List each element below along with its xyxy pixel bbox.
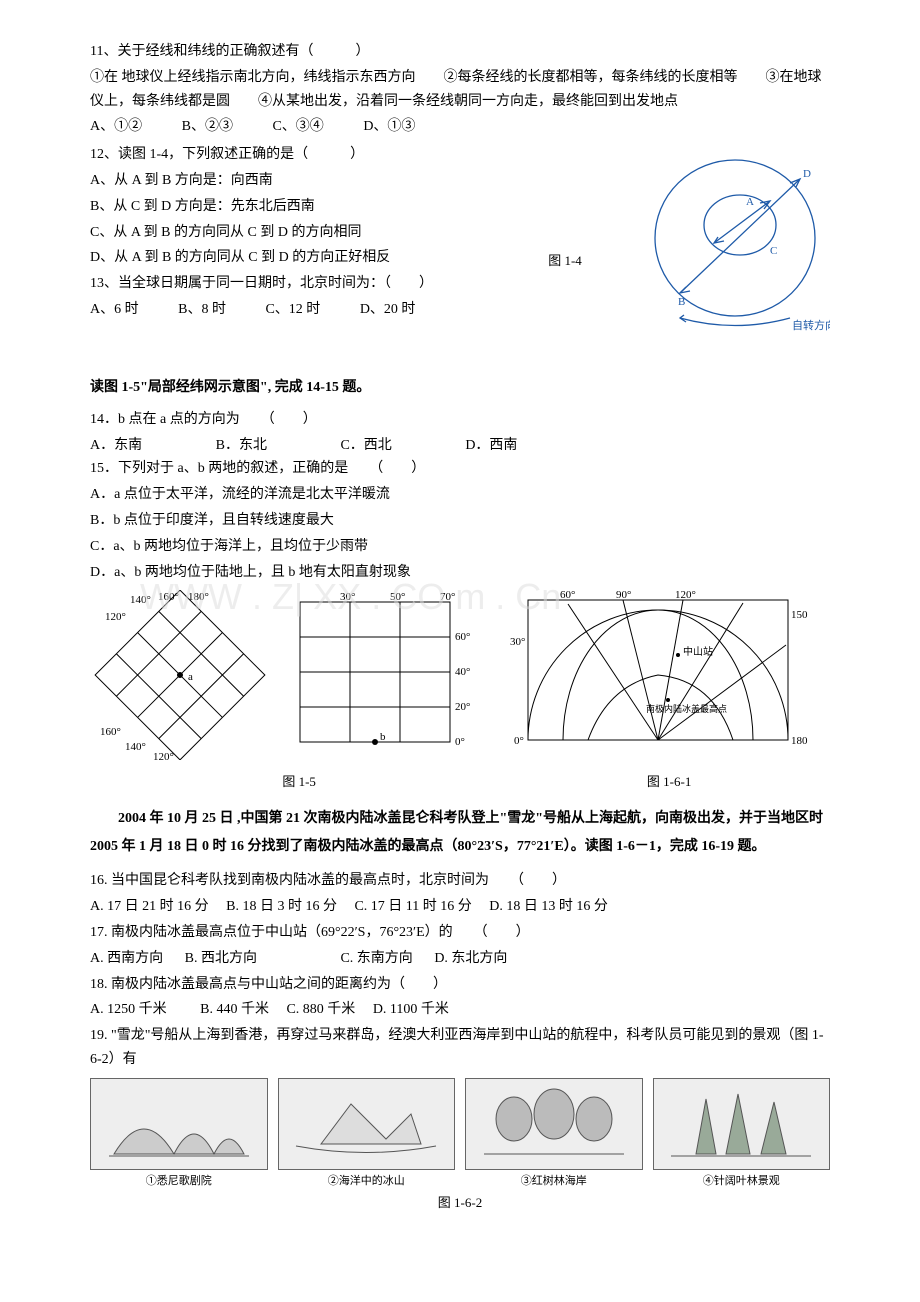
svg-text:60°: 60° [560,590,575,601]
svg-text:180°: 180° [791,735,808,747]
svg-text:50°: 50° [390,591,405,603]
fig15-caption: 图 1-5 [90,771,508,793]
q17-a: A. 西南方向 [90,947,163,971]
fig14-caption: 图 1-4 [540,250,590,272]
q11-optB: B、②③ [182,115,233,139]
q18-d: D. 1100 千米 [373,998,449,1022]
q18-a: A. 1250 千米 [90,998,167,1022]
q16-stem: 16. 当中国昆仑科考队找到南极内陆冰盖的最高点时，北京时间为 （ ） [90,869,830,893]
q15-c: C．a、b 两地均位于海洋上，且均位于少雨带 [90,535,830,559]
q13-optA: A、6 时 [90,298,139,322]
figure-1-4: A B C D 自转方向 图 1-4 [640,143,830,364]
q11-stem: 11、关于经线和纬线的正确叙述有（ ） [90,40,830,64]
svg-text:140°: 140° [125,741,146,753]
svg-text:70°: 70° [440,591,455,603]
thumb-3 [465,1078,643,1170]
svg-text:160°: 160° [100,726,121,738]
svg-text:60°: 60° [455,631,470,643]
q15-b: B．b 点位于印度洋，且自转线速度最大 [90,509,830,533]
svg-text:C: C [770,245,777,257]
q14-optA: A．东南 [90,434,142,458]
q11-optD: D、①③ [363,115,415,139]
q16-options: A. 17 日 21 时 16 分 B. 18 日 3 时 16 分 C. 17… [90,895,830,919]
thumb-2-label: ②海洋中的冰山 [278,1172,456,1191]
intro-16-19: 2004 年 10 月 25 日 ,中国第 21 次南极内陆冰盖昆仑科考队登上"… [90,805,830,861]
figure-1-6-2: ①悉尼歌剧院 ②海洋中的冰山 ③红树林海岸 ④针阔叶林景观 [90,1078,830,1191]
q17-stem: 17. 南极内陆冰盖最高点位于中山站（69°22′S，76°23′E）的 （ ） [90,921,830,945]
fig161-caption: 图 1-6-1 [508,771,830,793]
svg-text:30°: 30° [510,636,525,648]
q13-optC: C、12 时 [265,298,320,322]
q18-c: C. 880 千米 [286,998,355,1022]
svg-text:90°: 90° [616,590,631,601]
svg-text:南极内陆冰盖最高点: 南极内陆冰盖最高点 [646,703,727,714]
q14-options: A．东南 B．东北 C．西北 D．西南 [90,434,830,458]
q14-optB: B．东北 [216,434,267,458]
svg-text:0°: 0° [455,736,465,748]
svg-text:120°: 120° [105,611,126,623]
q11-optC: C、③④ [272,115,323,139]
q14-optD: D．西南 [465,434,517,458]
svg-text:40°: 40° [455,666,470,678]
q18-b: B. 440 千米 [200,998,269,1022]
svg-text:中山站: 中山站 [683,645,713,658]
q19-stem: 19. "雪龙"号船从上海到香港，再穿过马来群岛，经澳大利亚西海岸到中山站的航程… [90,1024,830,1072]
figure-1-5-svg: a 120° 140° 160° 180° 160° 140° 120° b [90,590,490,760]
q16-a: A. 17 日 21 时 16 分 [90,895,209,919]
thumb-1 [90,1078,268,1170]
q18-stem: 18. 南极内陆冰盖最高点与中山站之间的距离约为（ ） [90,973,830,997]
svg-text:D: D [803,168,811,180]
svg-text:150°: 150° [791,609,808,621]
q16-d: D. 18 日 13 时 16 分 [489,895,608,919]
svg-text:120°: 120° [675,590,696,601]
svg-text:b: b [380,731,386,743]
q13-optB: B、8 时 [178,298,226,322]
q15-stem: 15．下列对于 a、b 两地的叙述，正确的是 （ ） [90,457,830,481]
fig162-caption: 图 1-6-2 [90,1192,830,1214]
intro-14-15: 读图 1-5"局部经纬网示意图", 完成 14-15 题。 [90,376,830,400]
svg-text:30°: 30° [340,591,355,603]
q14-stem: 14．b 点在 a 点的方向为 （ ） [90,408,830,432]
q11-options: A、①② B、②③ C、③④ D、①③ [90,115,830,139]
svg-text:120°: 120° [153,751,174,760]
svg-text:180°: 180° [188,591,209,603]
q16-c: C. 17 日 11 时 16 分 [354,895,471,919]
thumb-1-label: ①悉尼歌剧院 [90,1172,268,1191]
q17-b: B. 西北方向 [185,947,257,971]
q14-optC: C．西北 [340,434,391,458]
svg-text:A: A [746,196,754,208]
thumb-4-label: ④针阔叶林景观 [653,1172,831,1191]
q13-optD: D、20 时 [360,298,416,322]
svg-text:20°: 20° [455,701,470,713]
thumb-4 [653,1078,831,1170]
q15-a: A．a 点位于太平洋，流经的洋流是北太平洋暖流 [90,483,830,507]
svg-text:a: a [188,671,193,683]
q17-c: C. 东南方向 [340,947,412,971]
q15-d: D．a、b 两地均位于陆地上，且 b 地有太阳直射现象 [90,561,830,585]
svg-text:0°: 0° [514,735,524,747]
q17-d: D. 东北方向 [434,947,507,971]
svg-text:B: B [678,296,685,308]
q16-b: B. 18 日 3 时 16 分 [226,895,337,919]
svg-text:自转方向: 自转方向 [792,318,830,332]
thumb-2 [278,1078,456,1170]
q11-optA: A、①② [90,115,142,139]
figure-1-6-1-svg: 中山站 南极内陆冰盖最高点 60° 90° 120° 150° 180° 30°… [508,590,808,760]
q18-options: A. 1250 千米 B. 440 千米 C. 880 千米 D. 1100 千… [90,998,830,1022]
thumb-3-label: ③红树林海岸 [465,1172,643,1191]
svg-text:160°: 160° [158,591,179,603]
q17-options: A. 西南方向 B. 西北方向 C. 东南方向 D. 东北方向 [90,947,830,971]
q11-statements: ①在 地球仪上经线指示南北方向，纬线指示东西方向 ②每条经线的长度都相等，每条纬… [90,66,830,114]
svg-text:140°: 140° [130,594,151,606]
figures-row: a 120° 140° 160° 180° 160° 140° 120° b [90,590,830,793]
